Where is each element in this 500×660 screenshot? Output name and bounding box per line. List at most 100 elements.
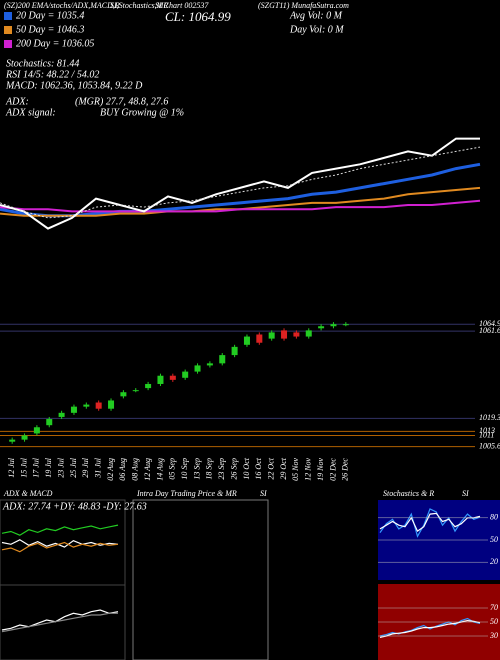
candle-body xyxy=(70,406,77,413)
candle-body xyxy=(231,346,238,356)
y-tick-label: 20 xyxy=(490,557,498,566)
x-tick-label: 19 Nov xyxy=(316,458,325,481)
panel-title: SI xyxy=(462,489,469,498)
candle-body xyxy=(305,330,312,337)
x-tick-label: 02 Aug xyxy=(106,458,115,481)
candle-body xyxy=(157,375,164,384)
panel-title: Intra Day Trading Price & MR xyxy=(136,489,237,498)
adx-signal: BUY Growing @ 1% xyxy=(100,107,184,118)
adx: (MGR) 27.7, 48.8, 27.6 xyxy=(75,96,168,107)
series-line xyxy=(379,619,481,638)
x-tick-label: 23 Jul xyxy=(56,457,65,478)
series-line xyxy=(379,508,481,538)
panel-subtitle: ADX: 27.74 +DY: 48.83 -DY: 27.63 xyxy=(2,501,147,512)
series-line xyxy=(1,541,119,553)
legend-swatch xyxy=(4,40,12,48)
x-tick-label: 25 Jul xyxy=(69,457,78,478)
x-tick-label: 19 Jul xyxy=(44,457,53,478)
adx: ADX: xyxy=(5,96,29,107)
info: MACD: 1062.36, 1053.84, 9.22 D xyxy=(5,80,143,91)
day-vol: Day Vol: 0 M xyxy=(289,24,344,35)
panel-title: ADX & MACD xyxy=(3,489,53,498)
x-tick-label: 06 Aug xyxy=(118,458,127,481)
candle-body xyxy=(206,363,213,366)
y-tick-label: 1013 xyxy=(479,426,495,435)
x-tick-label: 31 Jul xyxy=(94,457,103,479)
x-tick-label: 05 Sep xyxy=(168,458,177,480)
candle-body xyxy=(58,412,65,417)
candle-body xyxy=(145,383,152,389)
y-tick-label: 30 xyxy=(489,631,498,640)
y-tick-label: 1061.63 xyxy=(479,326,500,335)
series-line xyxy=(1,539,119,548)
x-tick-label: 29 Oct xyxy=(279,457,288,479)
candle-body xyxy=(342,324,349,326)
candle-body xyxy=(83,404,90,407)
candle-body xyxy=(169,375,176,380)
candle-body xyxy=(33,427,40,434)
y-tick-label: 1064.99 xyxy=(479,319,500,328)
series-line xyxy=(0,146,481,219)
candle-body xyxy=(243,336,250,345)
x-tick-label: 12 Nov xyxy=(304,458,313,481)
x-tick-label: 26 Sep xyxy=(229,458,238,480)
candle-body xyxy=(120,392,127,397)
candle-body xyxy=(132,390,139,392)
candle-body xyxy=(21,435,28,440)
series-line xyxy=(379,512,481,533)
header: (SZGT11) MunafaSutra.com xyxy=(258,1,349,10)
x-tick-label: 02 Dec xyxy=(328,458,337,481)
x-tick-label: 12 Aug xyxy=(143,458,152,481)
x-tick-label: 18 Sep xyxy=(205,458,214,480)
close: CL: 1064.99 xyxy=(165,9,231,24)
panel xyxy=(0,499,126,660)
x-tick-label: 17 Jul xyxy=(32,457,41,478)
y-tick-label: 70 xyxy=(490,603,498,612)
x-tick-label: 29 Jul xyxy=(81,457,90,478)
x-tick-label: 15 Jul xyxy=(19,457,28,478)
candle-body xyxy=(108,400,115,409)
series-line xyxy=(1,609,119,631)
x-tick-label: 23 Sep xyxy=(217,458,226,480)
y-tick-label: 1011 xyxy=(479,430,494,439)
x-tick-label: 05 Nov xyxy=(291,458,300,481)
panel-title: Stochastics & R xyxy=(383,489,434,498)
legend-swatch xyxy=(4,12,12,20)
legend-swatch xyxy=(4,26,12,34)
y-tick-label: 50 xyxy=(490,535,498,544)
candle-body xyxy=(318,326,325,329)
candle-body xyxy=(194,365,201,372)
y-tick-label: 1019.33 xyxy=(479,413,500,422)
candle-body xyxy=(293,332,300,337)
candle-body xyxy=(268,332,275,339)
header: (SZ)200 EMA/stochs/ADX,MACD,R xyxy=(4,1,120,10)
header: SI,Stochastics,MR xyxy=(110,1,168,10)
x-tick-label: 22 Oct xyxy=(267,457,276,479)
series-line xyxy=(1,524,119,536)
candle-body xyxy=(256,334,263,343)
panel xyxy=(0,584,126,660)
x-tick-label: 10 Oct xyxy=(242,457,251,479)
candle-body xyxy=(182,371,189,378)
candle-body xyxy=(281,330,288,339)
x-tick-label: 08 Aug xyxy=(131,458,140,481)
y-tick-label: 80 xyxy=(490,513,498,522)
candle-body xyxy=(95,402,102,409)
x-tick-label: 13 Sep xyxy=(192,458,201,480)
x-tick-label: 12 Jul xyxy=(7,457,16,478)
x-tick-label: 14 Aug xyxy=(155,458,164,481)
y-tick-label: 1005.60 xyxy=(479,441,500,450)
x-tick-label: 26 Dec xyxy=(341,458,350,481)
candle-body xyxy=(330,324,337,327)
x-tick-label: 16 Oct xyxy=(254,457,263,479)
x-tick-label: 10 Sep xyxy=(180,458,189,480)
panel xyxy=(132,499,269,660)
series-line xyxy=(0,137,480,230)
series-line xyxy=(1,612,118,633)
avg-vol: Avg Vol: 0 M xyxy=(289,10,343,21)
panel-title: SI xyxy=(260,489,267,498)
legend-entry: 20 Day = 1035.4 xyxy=(16,10,84,21)
candle-body xyxy=(9,439,16,442)
info: RSI 14/5: 48.22 / 54.02 xyxy=(5,69,99,80)
